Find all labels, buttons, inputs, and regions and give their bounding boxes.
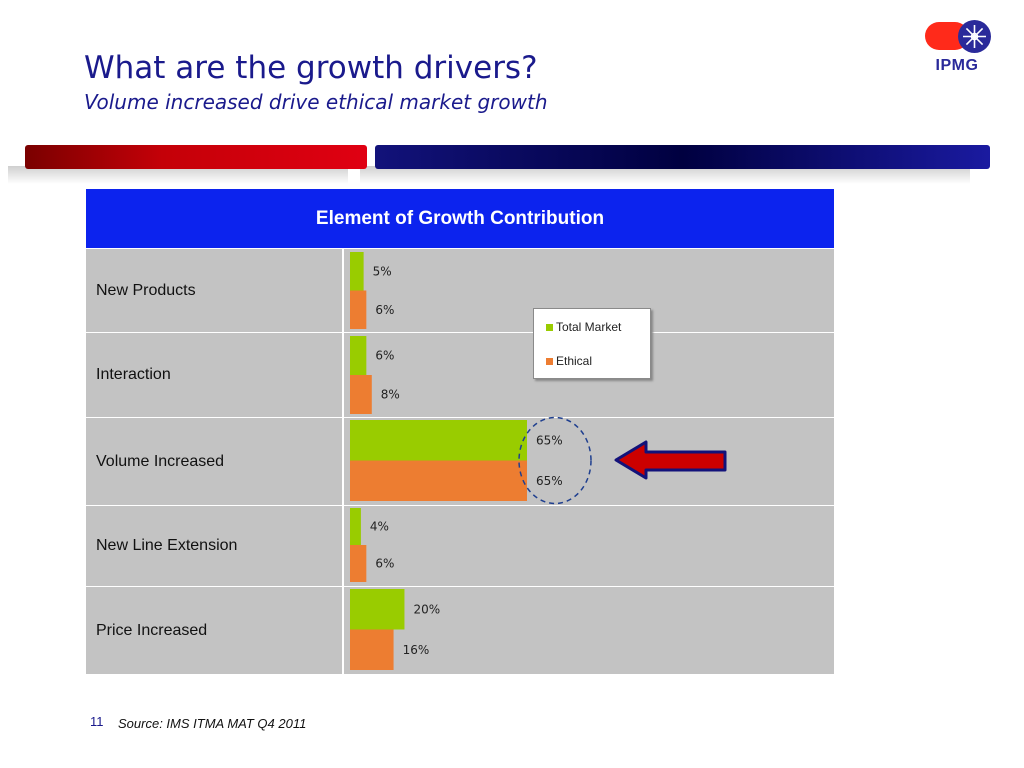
table-row: Interaction <box>86 332 834 417</box>
slide-title: What are the growth drivers? <box>84 50 538 86</box>
highlight-arrow-icon <box>614 440 727 480</box>
row-label-new-line-extension: New Line Extension <box>96 537 238 554</box>
table-row: Price Increased <box>86 586 834 674</box>
logo-text: IPMG <box>935 57 979 74</box>
decor-band-shadow-right <box>360 166 970 184</box>
legend-swatch-total-market <box>546 323 553 331</box>
row-label-volume-increased: Volume Increased <box>96 452 225 470</box>
row-label-price-increased: Price Increased <box>96 621 208 639</box>
decor-band-shadow-left <box>8 166 348 184</box>
chart-legend: Total Market Ethical <box>533 308 651 379</box>
legend-label-ethical: Ethical <box>556 354 593 368</box>
legend-label-total-market: Total Market <box>556 320 622 334</box>
decor-band-red <box>25 145 367 169</box>
logo-pill-icon <box>922 20 992 53</box>
ipmg-logo: IPMG <box>922 20 992 76</box>
table-row: New Line Extension <box>86 505 834 586</box>
table-row: New Products <box>86 248 834 332</box>
source-note: Source: IMS ITMA MAT Q4 2011 <box>118 716 307 731</box>
table-header: Element of Growth Contribution <box>86 189 834 248</box>
slide-subtitle: Volume increased drive ethical market gr… <box>84 90 548 114</box>
legend-item-ethical: Ethical <box>546 354 592 368</box>
row-label-new-products: New Products <box>96 281 196 299</box>
row-label-interaction: Interaction <box>96 366 171 383</box>
legend-item-total-market: Total Market <box>546 320 621 334</box>
growth-contribution-table: Element of Growth Contribution New Produ… <box>86 189 834 674</box>
page-number: 11 <box>90 714 104 729</box>
legend-swatch-ethical <box>546 357 553 365</box>
decor-band-blue <box>375 145 990 169</box>
